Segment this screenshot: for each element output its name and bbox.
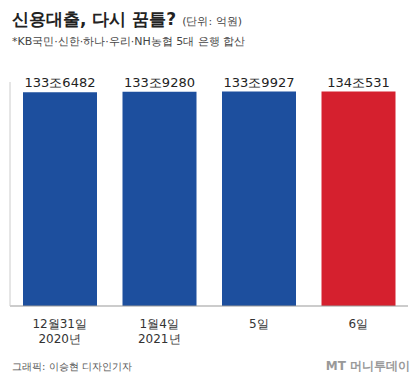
svg-text:12월31일: 12월31일 (32, 317, 87, 331)
svg-text:1월4일: 1월4일 (140, 317, 179, 331)
svg-text:5일: 5일 (249, 317, 269, 331)
svg-text:6일: 6일 (348, 317, 368, 331)
svg-text:133조9280: 133조9280 (124, 75, 195, 90)
html-text:신용대출, 다시 꿈틀? (단위: 억원): 신용대출, 다시 꿈틀? (단위: 억원) (12, 9, 242, 29)
svg-text:2020년: 2020년 (38, 332, 81, 346)
html-text:*KB국민·신한·하나·우리·NH농협 5대 은행 합산: *KB국민·신한·하나·우리·NH농협 5대 은행 합산 (12, 35, 246, 48)
html-text:그래픽: 이승현 디자인기자: 그래픽: 이승현 디자인기자 (12, 361, 132, 372)
html-text:MT 머니투데이: MT 머니투데이 (325, 359, 410, 373)
svg-text:133조9927: 133조9927 (224, 75, 295, 90)
svg-text:133조6482: 133조6482 (25, 75, 96, 90)
svg-text:2021년: 2021년 (138, 332, 181, 346)
svg-text:134조531: 134조531 (327, 75, 390, 90)
